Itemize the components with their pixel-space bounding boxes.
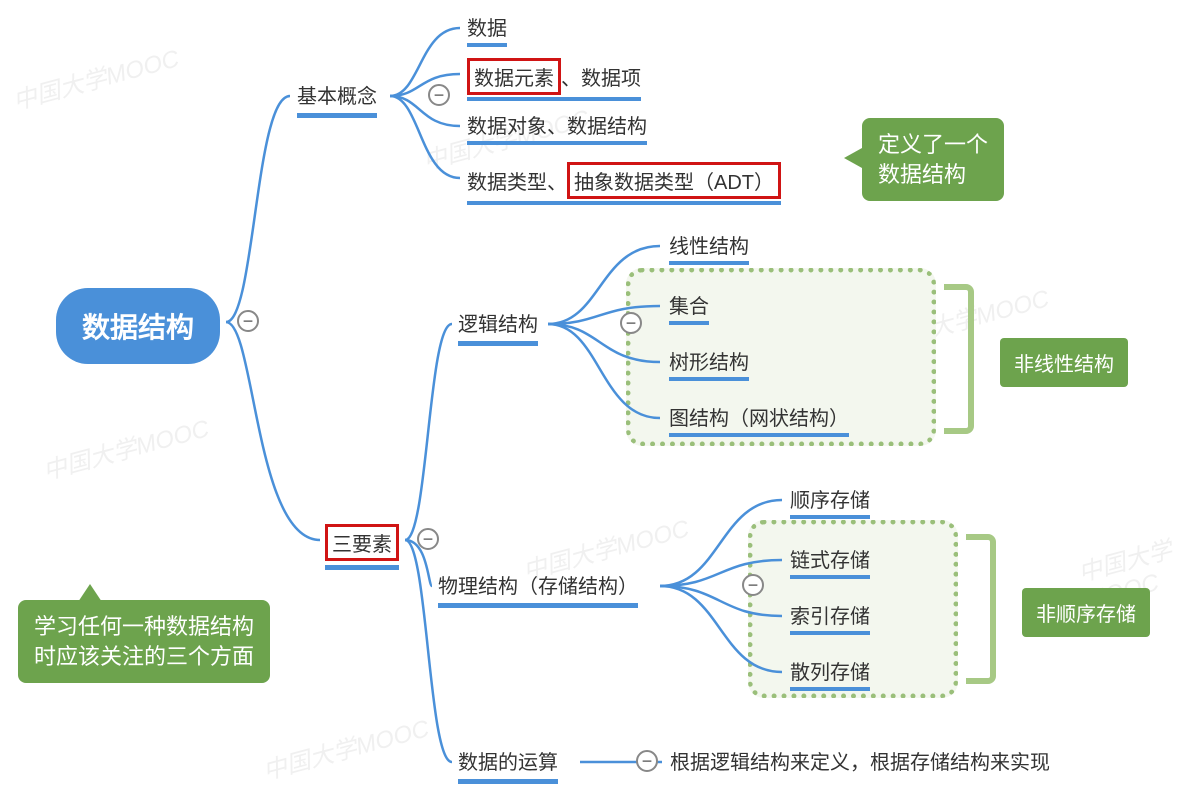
callout-line: 时应该关注的三个方面 xyxy=(34,644,254,669)
toggle-icon[interactable]: − xyxy=(417,528,439,550)
leaf-set: 集合 xyxy=(669,290,709,325)
tag-nonseq: 非顺序存储 xyxy=(1022,588,1150,637)
leaf-sequential: 顺序存储 xyxy=(790,484,870,519)
leaf-text: 、数据项 xyxy=(561,68,641,90)
toggle-icon[interactable]: − xyxy=(237,310,259,332)
highlight-adt: 抽象数据类型（ADT） xyxy=(567,162,781,199)
callout-line: 数据结构 xyxy=(878,162,966,187)
branch-logical[interactable]: 逻辑结构 xyxy=(458,308,538,346)
toggle-icon[interactable]: − xyxy=(742,574,764,596)
toggle-icon[interactable]: − xyxy=(620,312,642,334)
root-node[interactable]: 数据结构 xyxy=(56,288,220,364)
leaf-linked: 链式存储 xyxy=(790,544,870,579)
toggle-icon[interactable]: − xyxy=(428,84,450,106)
callout-line: 学习任何一种数据结构 xyxy=(34,614,254,639)
leaf-data: 数据 xyxy=(467,12,507,47)
leaf-data-element: 数据元素、数据项 xyxy=(467,58,641,101)
leaf-hash: 散列存储 xyxy=(790,656,870,691)
callout-line: 定义了一个 xyxy=(878,132,988,157)
branch-operations[interactable]: 数据的运算 xyxy=(458,746,558,784)
branch-basic[interactable]: 基本概念 xyxy=(297,80,377,118)
branch-physical[interactable]: 物理结构（存储结构） xyxy=(438,570,638,608)
leaf-indexed: 索引存储 xyxy=(790,600,870,635)
highlight-three: 三要素 xyxy=(325,524,399,561)
leaf-graph: 图结构（网状结构） xyxy=(669,402,849,437)
tag-nonlinear: 非线性结构 xyxy=(1000,338,1128,387)
branch-three-elements[interactable]: 三要素 xyxy=(325,524,399,570)
leaf-data-type: 数据类型、抽象数据类型（ADT） xyxy=(467,162,781,205)
bracket-nonseq xyxy=(966,534,996,684)
leaf-tree: 树形结构 xyxy=(669,346,749,381)
toggle-icon[interactable]: − xyxy=(636,750,658,772)
leaf-data-object: 数据对象、数据结构 xyxy=(467,110,647,145)
bracket-nonlinear xyxy=(944,284,974,434)
highlight-data-element: 数据元素 xyxy=(467,58,561,95)
callout-adt: 定义了一个 数据结构 xyxy=(862,118,1004,201)
leaf-ops-note: 根据逻辑结构来定义，根据存储结构来实现 xyxy=(670,746,1050,775)
leaf-linear: 线性结构 xyxy=(669,230,749,265)
leaf-text: 数据类型、 xyxy=(467,172,567,194)
callout-three: 学习任何一种数据结构 时应该关注的三个方面 xyxy=(18,600,270,683)
